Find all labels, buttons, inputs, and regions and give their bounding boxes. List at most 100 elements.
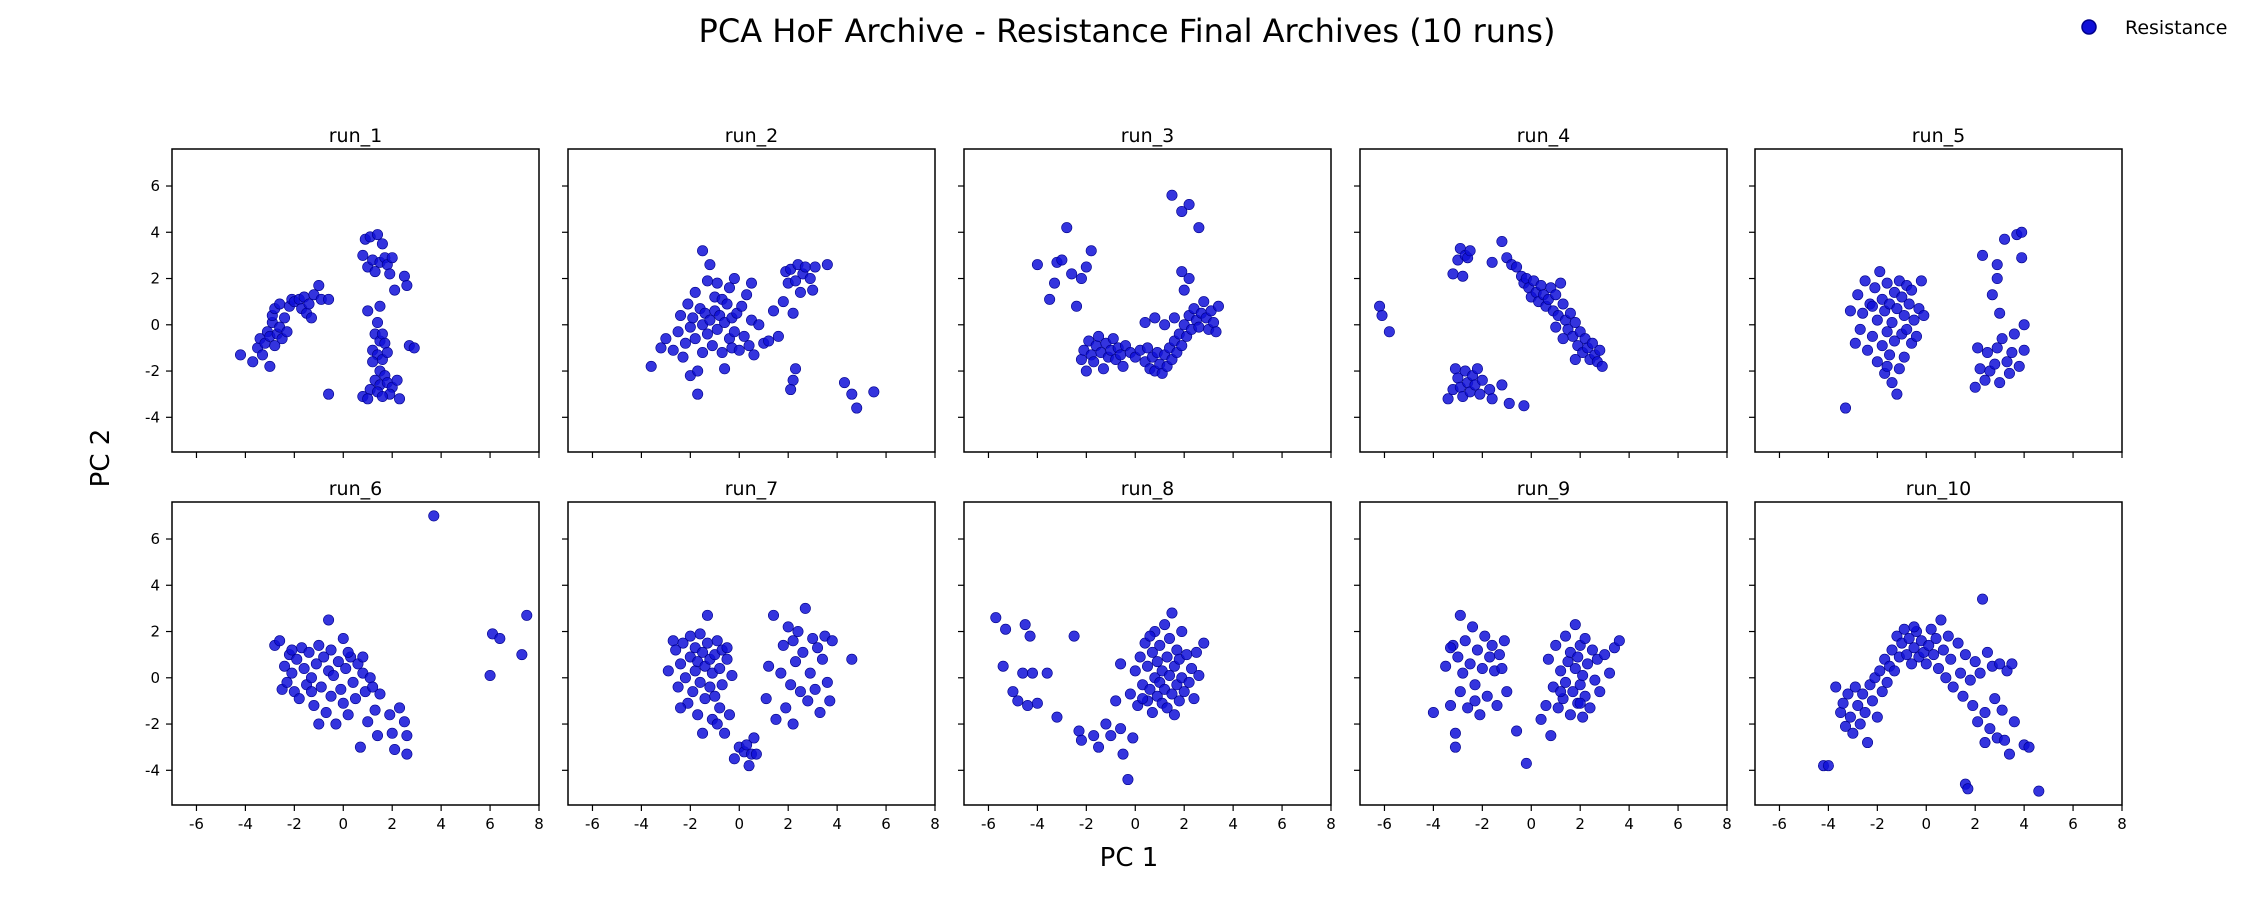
data-point bbox=[1117, 748, 1129, 760]
data-point bbox=[337, 632, 349, 644]
data-point bbox=[667, 635, 679, 647]
data-point bbox=[1019, 619, 1031, 631]
data-point bbox=[320, 706, 332, 718]
data-point bbox=[687, 686, 699, 698]
data-point bbox=[1080, 365, 1092, 377]
axes-frame bbox=[1359, 501, 1728, 806]
data-point bbox=[716, 679, 728, 691]
data-point bbox=[1574, 679, 1586, 691]
axes-frame bbox=[963, 501, 1332, 806]
data-point bbox=[1093, 330, 1105, 342]
data-point bbox=[1915, 275, 1927, 287]
x-tick-label: -2 bbox=[287, 815, 302, 833]
data-point bbox=[775, 667, 787, 679]
axes-frame bbox=[1754, 501, 2123, 806]
data-point bbox=[1115, 723, 1127, 735]
data-point bbox=[1535, 713, 1547, 725]
data-point bbox=[772, 330, 784, 342]
x-tick-label: -6 bbox=[189, 815, 204, 833]
x-tick-label: -4 bbox=[634, 815, 649, 833]
data-point bbox=[1146, 706, 1158, 718]
x-axis-label: PC 1 bbox=[1100, 843, 1159, 873]
data-point bbox=[679, 672, 691, 684]
panel-run_10: run_10 -6 -4 -2 0 2 4 6 8 bbox=[1749, 478, 2127, 833]
panel-run_4: run_4 bbox=[1354, 125, 1728, 458]
data-point bbox=[1486, 393, 1498, 405]
data-point bbox=[1068, 630, 1080, 642]
data-point bbox=[2003, 367, 2015, 379]
data-point bbox=[1122, 774, 1134, 786]
panel-run_5: run_5 bbox=[1749, 125, 2123, 458]
data-point bbox=[1586, 644, 1598, 656]
data-point bbox=[721, 653, 733, 665]
data-point bbox=[1496, 236, 1508, 248]
data-point bbox=[748, 732, 760, 744]
data-point bbox=[1935, 614, 1947, 626]
data-point bbox=[741, 739, 753, 751]
data-point bbox=[692, 709, 704, 721]
data-point bbox=[281, 676, 293, 688]
data-point bbox=[794, 686, 806, 698]
data-point bbox=[763, 335, 775, 347]
panel-title: run_7 bbox=[725, 478, 778, 500]
data-point bbox=[787, 718, 799, 730]
data-point bbox=[1594, 344, 1606, 356]
data-point bbox=[1937, 644, 1949, 656]
y-tick-label: 6 bbox=[150, 530, 160, 548]
data-point bbox=[787, 307, 799, 319]
data-point bbox=[1577, 711, 1589, 723]
data-point bbox=[286, 644, 298, 656]
data-point bbox=[1024, 630, 1036, 642]
data-point bbox=[1574, 697, 1586, 709]
data-point bbox=[1022, 700, 1034, 712]
data-point bbox=[672, 681, 684, 693]
data-point bbox=[1442, 393, 1454, 405]
data-point bbox=[1550, 321, 1562, 333]
data-point bbox=[997, 660, 1009, 672]
data-point bbox=[1198, 637, 1210, 649]
x-tick-label: -2 bbox=[683, 815, 698, 833]
panel-run_9: run_9 -6 -4 -2 0 2 4 6 8 bbox=[1354, 478, 1732, 833]
data-point bbox=[1613, 635, 1625, 647]
data-point bbox=[2008, 328, 2020, 340]
data-point bbox=[1996, 333, 2008, 345]
data-point bbox=[384, 268, 396, 280]
data-point bbox=[374, 688, 386, 700]
data-point bbox=[335, 683, 347, 695]
data-point bbox=[1849, 681, 1861, 693]
data-point bbox=[1972, 716, 1984, 728]
x-tick-label: 4 bbox=[2019, 815, 2029, 833]
data-point bbox=[1918, 310, 1930, 322]
data-point bbox=[675, 658, 687, 670]
x-tick-label: 2 bbox=[1575, 815, 1585, 833]
data-point bbox=[990, 612, 1002, 624]
data-point bbox=[1962, 783, 1974, 795]
y-tick-label: 0 bbox=[150, 669, 160, 687]
x-tick-label: 0 bbox=[734, 815, 744, 833]
panel-title: run_1 bbox=[329, 125, 382, 147]
data-point bbox=[748, 349, 760, 361]
data-point bbox=[1445, 700, 1457, 712]
data-point bbox=[1105, 730, 1117, 742]
data-point bbox=[1178, 686, 1190, 698]
axes-frame bbox=[1754, 148, 2123, 453]
data-point bbox=[711, 718, 723, 730]
data-point bbox=[2016, 226, 2028, 238]
data-point bbox=[1166, 607, 1178, 619]
data-point bbox=[699, 693, 711, 705]
data-point bbox=[1484, 651, 1496, 663]
data-point bbox=[1925, 623, 1937, 635]
data-point bbox=[804, 273, 816, 285]
data-point bbox=[1996, 704, 2008, 716]
data-point bbox=[1164, 669, 1176, 681]
data-point bbox=[1908, 314, 1920, 326]
data-point bbox=[711, 277, 723, 289]
data-point bbox=[330, 718, 342, 730]
data-point bbox=[1181, 649, 1193, 661]
data-point bbox=[785, 679, 797, 691]
data-point bbox=[1134, 651, 1146, 663]
y-axis-label: PC 2 bbox=[86, 429, 116, 488]
data-point bbox=[1496, 663, 1508, 675]
data-point bbox=[364, 672, 376, 684]
